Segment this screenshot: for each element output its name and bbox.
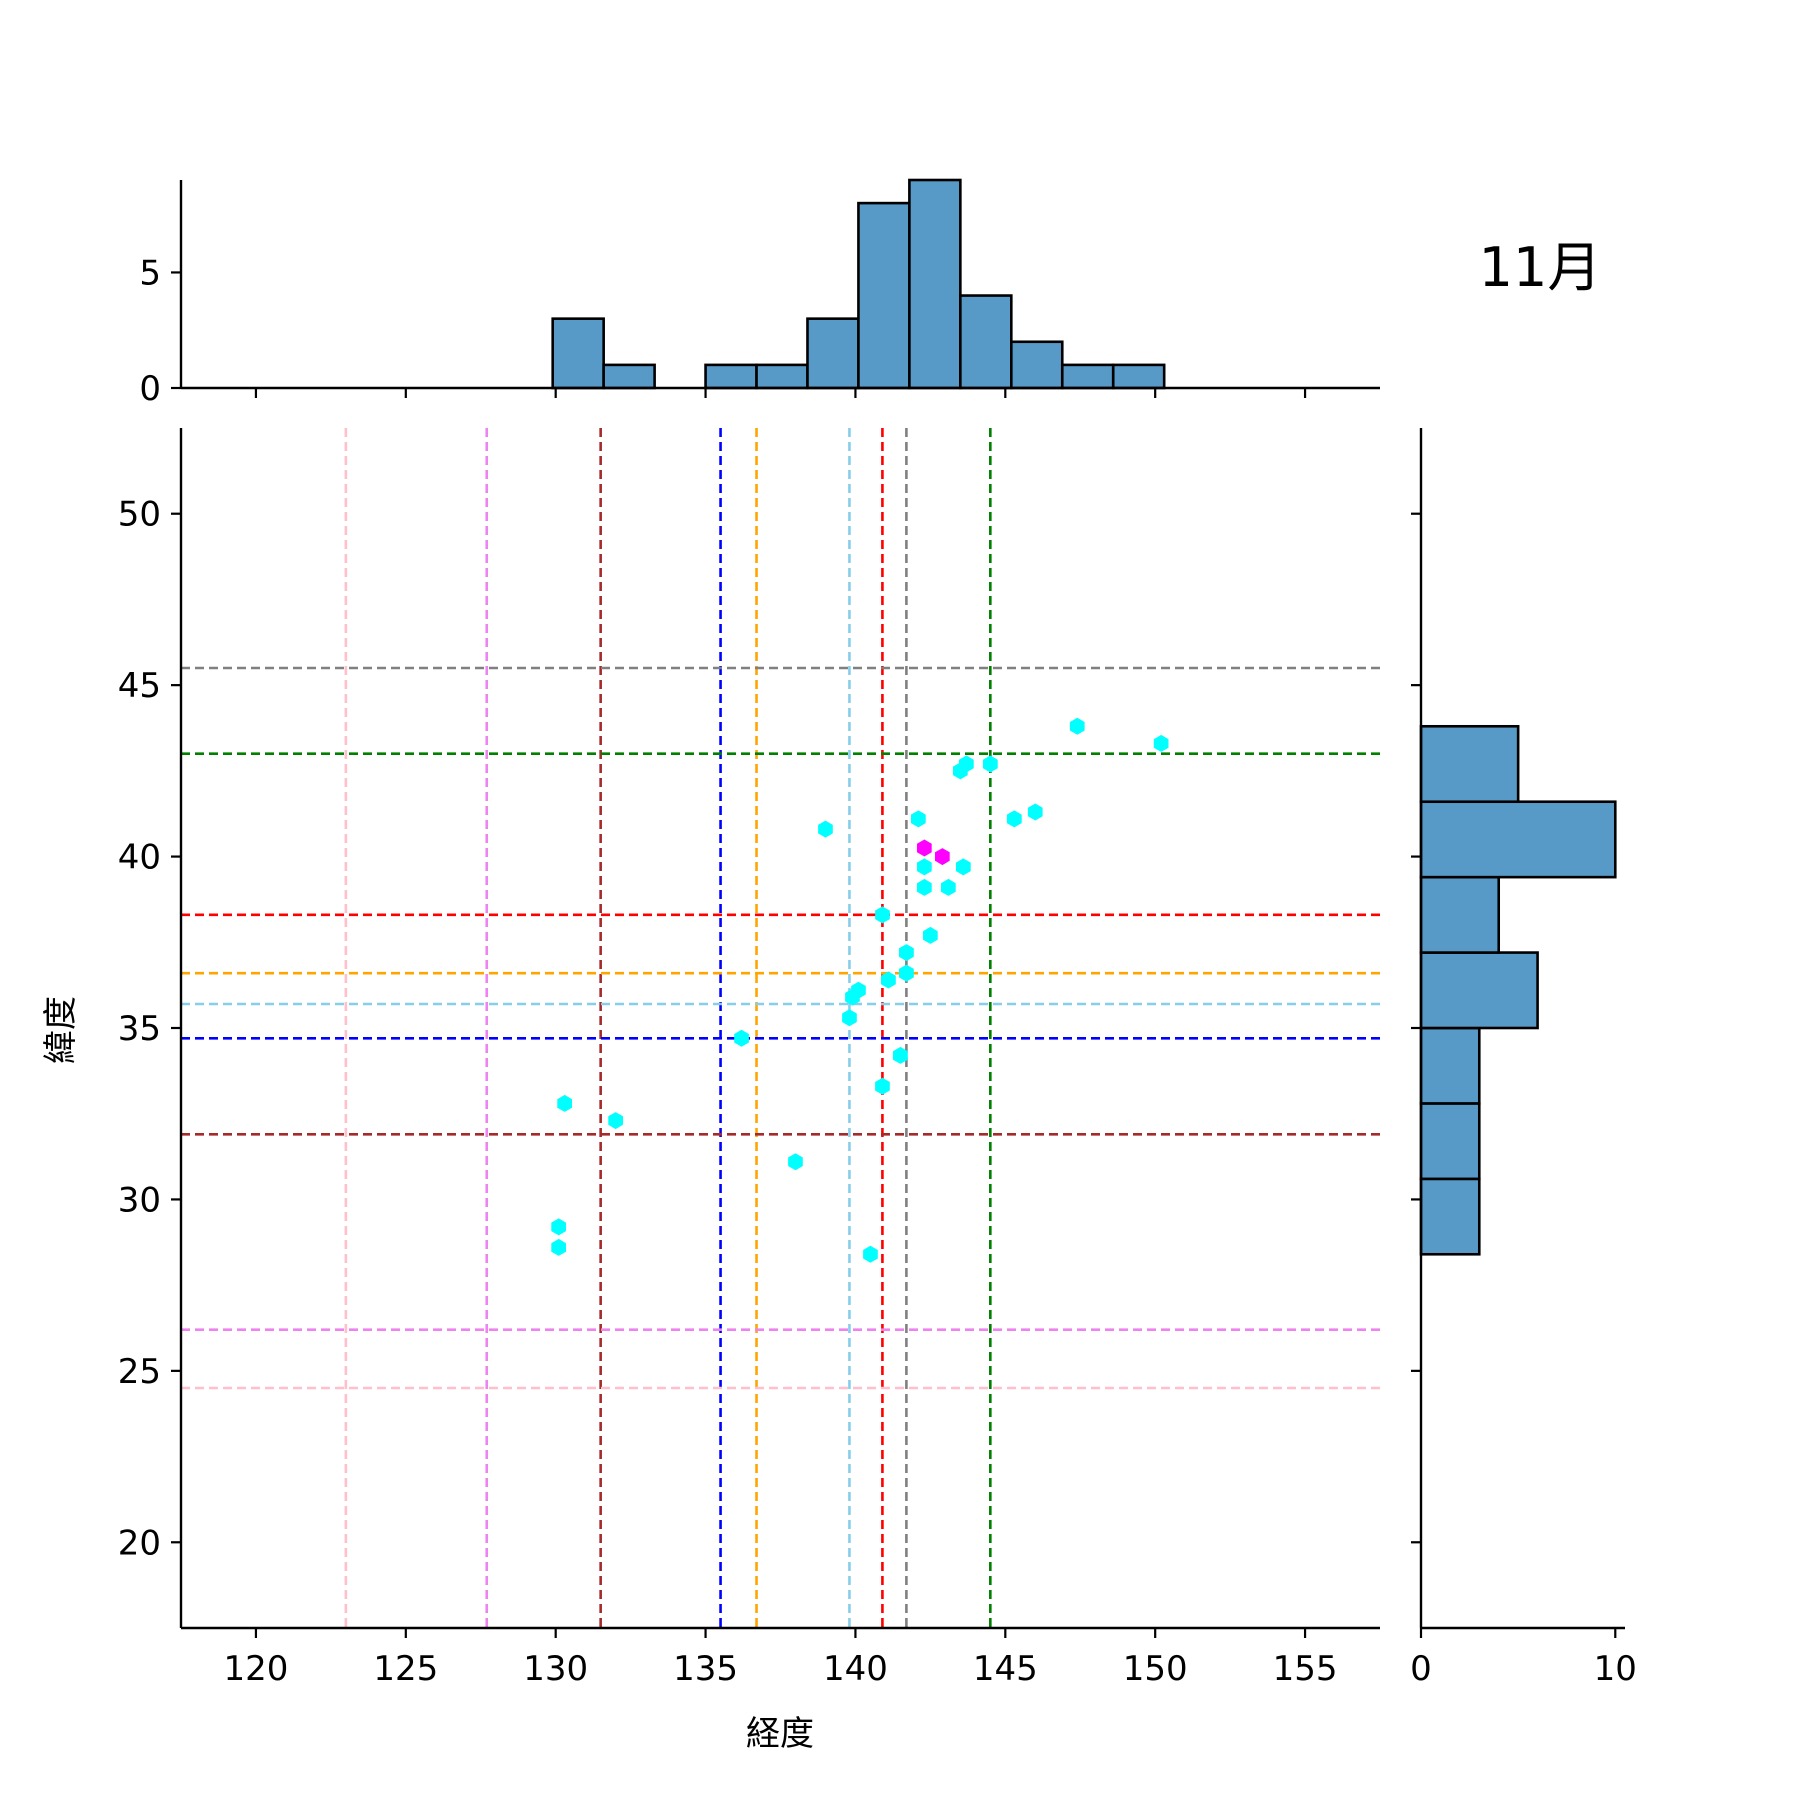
data-point [923, 926, 938, 944]
right-histogram [1419, 724, 1617, 1256]
data-point [899, 964, 914, 982]
top-histogram-bar [908, 178, 962, 390]
data-point [917, 858, 932, 876]
data-point [983, 755, 998, 773]
axes: 120 125 130 135 140 145 150 1552025303540455005… [118, 180, 1637, 1689]
right-hist-x-tick-label: 0 [1410, 1649, 1432, 1689]
scatter-points [551, 717, 1169, 1263]
data-point [818, 820, 833, 838]
top-histogram-bar [1010, 340, 1064, 390]
top-histogram-bar [959, 294, 1013, 390]
data-point [863, 1245, 878, 1263]
data-point [893, 1046, 908, 1064]
data-point [551, 1218, 566, 1236]
data-point [842, 1009, 857, 1027]
top-histogram-bar [602, 363, 656, 390]
data-point [1153, 734, 1169, 752]
top-histogram-bar [704, 363, 758, 390]
x-axis-label: 経度 [746, 1714, 814, 1754]
top-histogram [551, 178, 1166, 390]
x-tick-label: 120 [223, 1649, 288, 1689]
x-tick-label: 155 [1273, 1649, 1338, 1689]
scatter-plot [181, 428, 1380, 1628]
data-point [845, 988, 860, 1006]
x-tick-label: 145 [973, 1649, 1038, 1689]
top-histogram-bar [1111, 363, 1166, 390]
y-tick-label: 45 [118, 666, 161, 706]
data-point [911, 810, 926, 828]
data-point [899, 944, 914, 962]
top-histogram-bar [857, 201, 911, 390]
data-point [1069, 717, 1085, 735]
data-point [881, 971, 896, 989]
x-tick-label: 125 [373, 1649, 438, 1689]
data-point [917, 878, 932, 896]
x-tick-label: 135 [673, 1649, 738, 1689]
top-histogram-bar [755, 363, 809, 390]
data-point [956, 858, 971, 876]
x-tick-label: 150 [1123, 1649, 1188, 1689]
data-point [1006, 810, 1022, 828]
top-histogram-bar [551, 317, 605, 390]
top-hist-y-tick-label: 5 [139, 253, 161, 293]
right-histogram-bar [1419, 1177, 1481, 1256]
top-histogram-bar [1060, 363, 1115, 390]
chart-title: 11月 [1479, 236, 1602, 299]
data-point [551, 1238, 566, 1256]
right-histogram-bar [1419, 1026, 1481, 1105]
data-point [941, 878, 956, 896]
y-tick-label: 35 [118, 1009, 161, 1049]
data-point [1027, 803, 1043, 821]
data-point [953, 762, 968, 780]
highlight-point [935, 848, 950, 866]
data-point [788, 1153, 803, 1171]
right-hist-x-tick-label: 10 [1594, 1649, 1637, 1689]
data-point [875, 1077, 890, 1095]
right-histogram-bar [1419, 951, 1539, 1030]
y-tick-label: 40 [118, 838, 161, 878]
x-tick-label: 140 [823, 1649, 888, 1689]
y-axis-label: 緯度 [41, 996, 81, 1064]
right-histogram-bar [1419, 800, 1617, 879]
y-tick-label: 30 [118, 1180, 161, 1220]
top-histogram-bar [806, 317, 860, 390]
right-histogram-bar [1419, 724, 1520, 804]
data-point [557, 1094, 572, 1112]
reference-lines [181, 428, 1380, 1628]
highlight-point [917, 839, 932, 857]
x-tick-label: 130 [523, 1649, 588, 1689]
right-histogram-bar [1419, 875, 1501, 954]
data-point [875, 906, 890, 924]
data-point [608, 1112, 623, 1130]
top-hist-y-tick-label: 0 [139, 369, 161, 409]
y-tick-label: 50 [118, 495, 161, 535]
right-histogram-bar [1419, 1102, 1481, 1181]
y-tick-label: 20 [118, 1523, 161, 1563]
data-point [734, 1029, 749, 1047]
y-tick-label: 25 [118, 1352, 161, 1392]
